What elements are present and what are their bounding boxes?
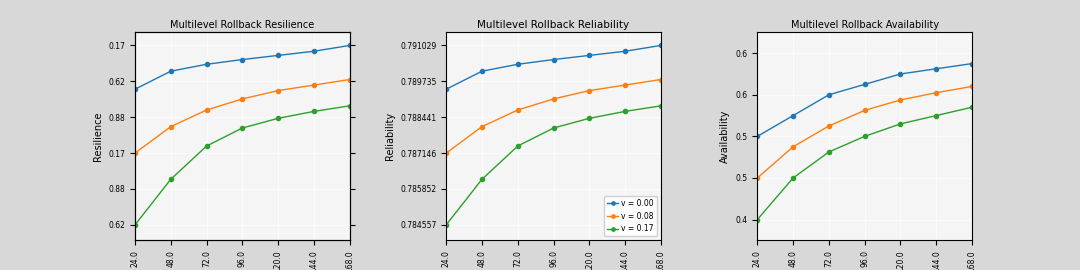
Line: v = 0.17: v = 0.17 (444, 104, 663, 227)
v = 0.00 (440, 87, 453, 91)
v = 0.00 (475, 70, 488, 73)
Legend: v = 0.00, v = 0.08, v = 0.17: v = 0.00, v = 0.08, v = 0.17 (604, 196, 657, 237)
Title: Multilevel Rollback Availability: Multilevel Rollback Availability (791, 20, 939, 30)
v = 0.17 (475, 178, 488, 181)
v = 0.17 (548, 126, 561, 130)
v = 0.00 (511, 63, 524, 66)
v = 0.17 (654, 104, 667, 107)
Title: Multilevel Rollback Reliability: Multilevel Rollback Reliability (477, 20, 630, 30)
v = 0.08 (548, 97, 561, 100)
v = 0.17 (583, 117, 596, 120)
v = 0.00 (654, 44, 667, 47)
Title: Multilevel Rollback Resilience: Multilevel Rollback Resilience (171, 20, 314, 30)
v = 0.00 (583, 54, 596, 57)
v = 0.08 (440, 151, 453, 155)
v = 0.17 (511, 144, 524, 148)
v = 0.08 (619, 83, 632, 87)
v = 0.00 (619, 50, 632, 53)
v = 0.17 (619, 110, 632, 113)
Line: v = 0.08: v = 0.08 (444, 77, 663, 155)
v = 0.08 (475, 125, 488, 128)
Y-axis label: Availability: Availability (720, 110, 730, 163)
Line: v = 0.00: v = 0.00 (444, 43, 663, 91)
v = 0.17 (440, 223, 453, 227)
v = 0.08 (654, 78, 667, 81)
v = 0.00 (548, 58, 561, 61)
Y-axis label: Reliability: Reliability (384, 112, 394, 160)
v = 0.08 (511, 108, 524, 112)
v = 0.08 (583, 89, 596, 92)
Y-axis label: Resilience: Resilience (93, 112, 103, 161)
